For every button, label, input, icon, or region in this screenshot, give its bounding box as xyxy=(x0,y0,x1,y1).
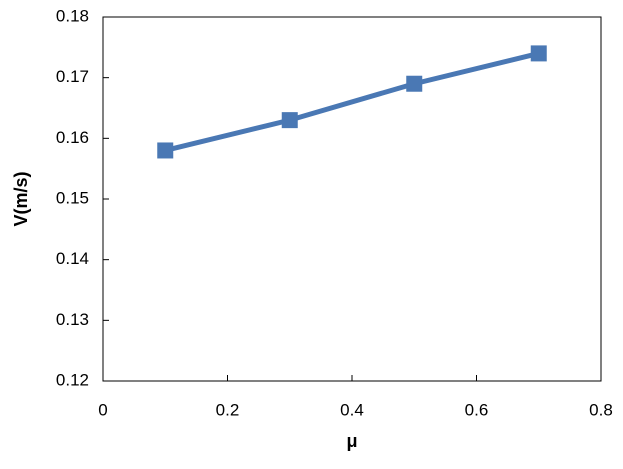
x-tick-label: 0.6 xyxy=(465,400,489,419)
marker xyxy=(530,45,547,62)
y-tick-label: 0.18 xyxy=(56,6,89,25)
marker xyxy=(406,75,423,92)
marker xyxy=(281,112,298,129)
y-tick-label: 0.13 xyxy=(56,310,89,329)
x-tick-label: 0.2 xyxy=(216,400,240,419)
x-axis-title: μ xyxy=(346,431,357,451)
y-tick-label: 0.16 xyxy=(56,128,89,147)
x-tick-label: 0.8 xyxy=(589,400,613,419)
y-tick-label: 0.15 xyxy=(56,188,89,207)
marker xyxy=(157,142,174,159)
x-tick-label: 0 xyxy=(98,400,107,419)
y-tick-label: 0.17 xyxy=(56,67,89,86)
y-tick-label: 0.14 xyxy=(56,249,89,268)
x-tick-label: 0.4 xyxy=(340,400,364,419)
y-axis-title: V(m/s) xyxy=(11,171,31,226)
plot-frame xyxy=(102,16,602,382)
series-line xyxy=(164,50,540,153)
y-tick-label: 0.12 xyxy=(56,370,89,389)
